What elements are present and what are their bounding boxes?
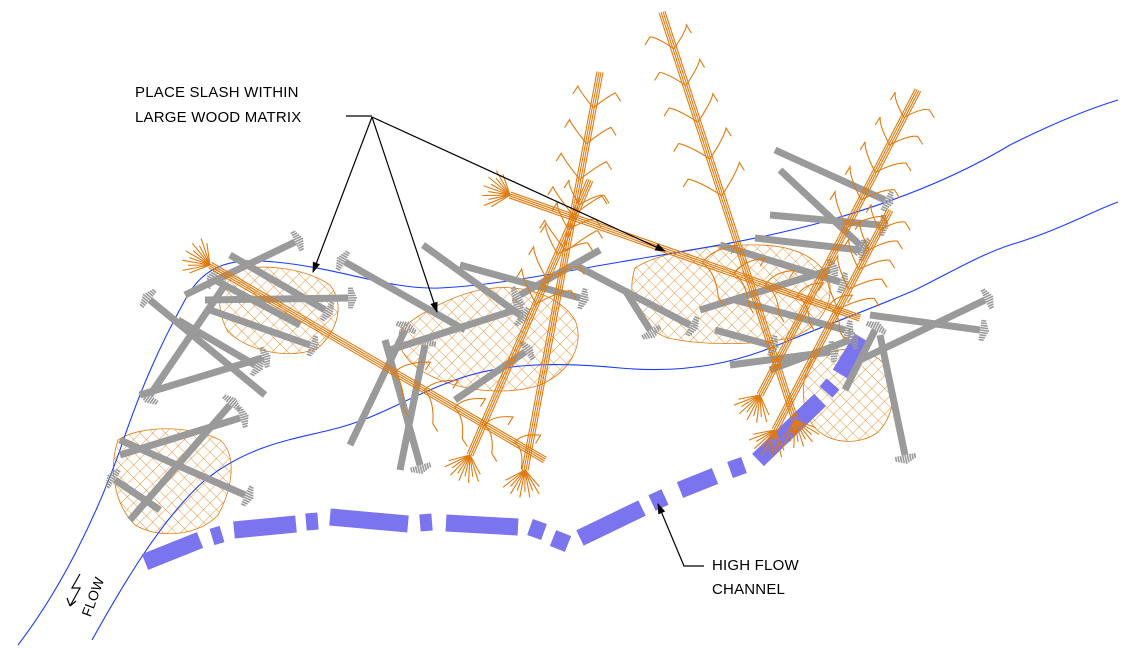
log [204, 294, 349, 304]
rootwad [510, 285, 526, 307]
high-flow-channel-segment [527, 518, 547, 541]
log [208, 306, 312, 349]
rootwad [894, 452, 917, 464]
log [176, 316, 257, 369]
rootwad [577, 287, 589, 310]
high-flow-channel-segment [576, 500, 646, 546]
rootwad [641, 324, 662, 340]
high-flow-channel-segment [209, 525, 225, 546]
tree [748, 204, 911, 458]
log [573, 261, 692, 329]
log [396, 344, 429, 471]
log [841, 328, 879, 392]
rootwad [258, 346, 271, 368]
rootwad [409, 462, 432, 474]
trees [182, 10, 935, 498]
rootwad [685, 315, 700, 337]
rootwad [980, 288, 995, 310]
high-flow-channel-segment [648, 489, 669, 511]
log [622, 288, 653, 332]
log [754, 234, 861, 254]
rootwad [846, 328, 859, 350]
high-flow-channel-segment [676, 468, 719, 498]
tree [644, 10, 820, 448]
rootwad [240, 485, 254, 507]
log [118, 436, 247, 499]
rootwad [335, 250, 351, 272]
tree [444, 178, 610, 483]
stream-banks [17, 99, 1119, 646]
high-flow-channel-segment [549, 530, 572, 552]
rootwad [828, 341, 840, 363]
log [714, 326, 771, 349]
rootwad [826, 258, 839, 280]
log [876, 334, 909, 456]
flow-label: FLOW [78, 574, 107, 618]
high-flow-channel-segment [305, 512, 319, 531]
high-flow-channel-segment [445, 514, 519, 536]
rootwad [139, 288, 157, 309]
log [769, 211, 881, 229]
rootwad [414, 336, 437, 348]
log [343, 258, 467, 334]
slash-note-line-1: PLACE SLASH WITHIN [135, 84, 299, 101]
log [420, 242, 523, 318]
rootwad [978, 319, 990, 341]
stream-bank-left [17, 99, 1119, 646]
rootwad [880, 190, 894, 212]
high-flow-channel-segment [141, 532, 204, 570]
slash-leader-1 [312, 116, 373, 274]
high-flow-channel-segment [329, 508, 409, 533]
slash-note-line-2: LARGE WOOD MATRIX [135, 109, 301, 126]
log [388, 306, 517, 354]
channel-leader [657, 503, 704, 567]
rootwad [865, 320, 887, 335]
high-flow-channel-segment [819, 378, 840, 398]
channel-note-line-1: HIGH FLOW [712, 557, 799, 574]
flow-arrow: FLOW [78, 574, 107, 618]
rootwad [222, 394, 242, 412]
tree [481, 170, 862, 340]
slash-leader-2 [371, 116, 438, 314]
high-flow-channel-segment [233, 515, 297, 539]
rootwad [306, 335, 319, 357]
rootwad [347, 287, 358, 309]
log [777, 167, 863, 248]
log [127, 402, 233, 523]
high-flow-channel-segment [727, 456, 747, 479]
log [698, 266, 832, 314]
log [147, 283, 228, 397]
log [453, 349, 527, 403]
stream-bank-right [91, 201, 1119, 641]
rootwad [836, 272, 849, 294]
log [213, 276, 302, 329]
flow-arrow-icon [66, 573, 82, 607]
log [381, 339, 424, 466]
high-flow-channel-segment [832, 333, 870, 379]
rootwad [319, 300, 335, 322]
log [113, 477, 162, 513]
rootwad [105, 468, 121, 489]
high-flow-channel-segment [419, 513, 433, 532]
log [228, 251, 327, 314]
tree [182, 238, 547, 477]
log [147, 297, 268, 398]
log [858, 296, 987, 364]
log [869, 311, 981, 334]
rootwad [290, 230, 305, 252]
slash-leader-3 [371, 116, 666, 252]
rootwad [395, 321, 417, 335]
rootwad [138, 389, 159, 405]
log [183, 238, 297, 299]
log [138, 354, 264, 399]
tree [733, 88, 935, 423]
logs [105, 146, 995, 523]
channel-note-line-2: CHANNEL [712, 581, 785, 598]
